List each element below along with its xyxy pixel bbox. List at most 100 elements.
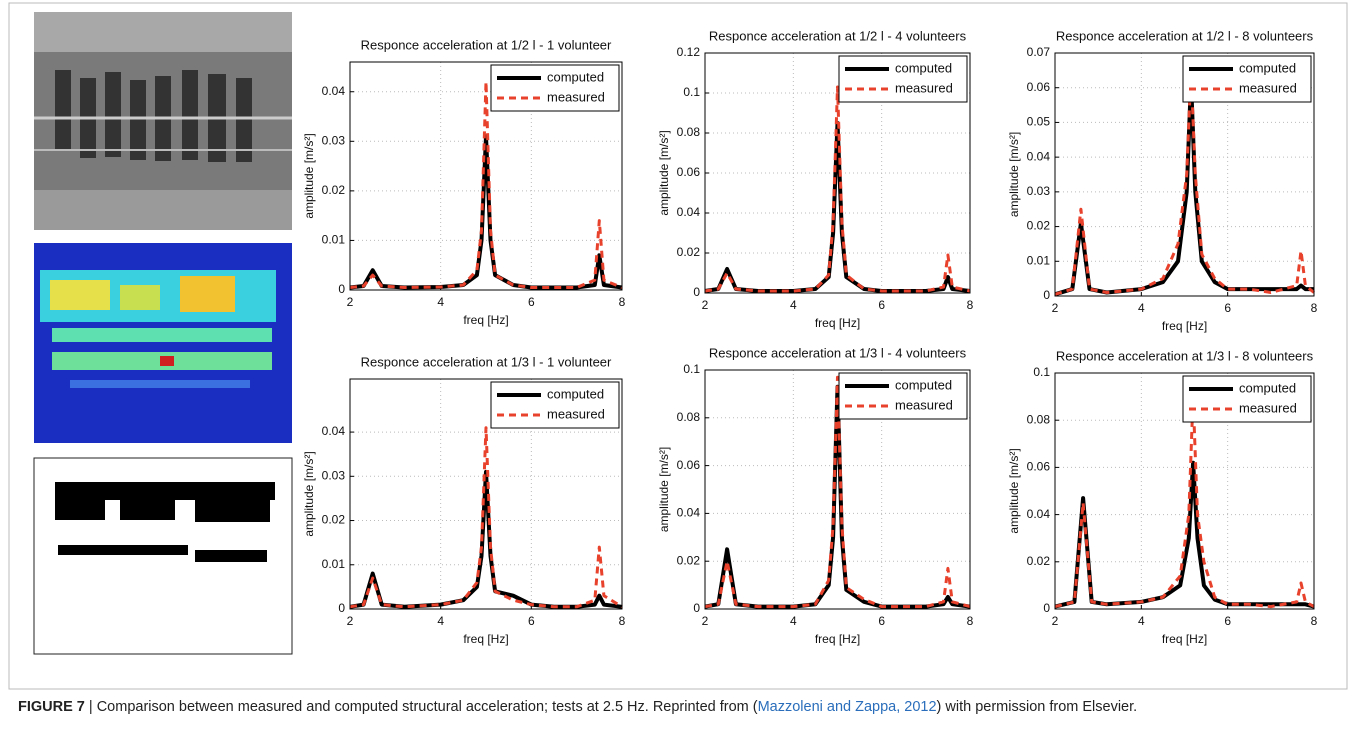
- figure: 0 0.01 0.02 0.03 0.04 2 4 6 8 Responce accelerati…: [8, 2, 1348, 690]
- legend-label: measured: [547, 406, 605, 421]
- chart-title: Responce acceleration at 1/2 l - 4 volun…: [709, 28, 967, 43]
- legend-box: [838, 55, 968, 103]
- chart-title: Responce acceleration at 1/3 l - 1 volun…: [361, 354, 612, 369]
- y-tick-label: 0.06: [677, 458, 701, 472]
- legend-label: measured: [547, 89, 605, 104]
- x-tick-label: 8: [1311, 614, 1318, 628]
- y-axis-label: amplitude [m/s²]: [1007, 132, 1021, 217]
- x-axis-label: freq [Hz]: [815, 632, 860, 646]
- y-tick-label: 0.06: [1027, 80, 1051, 94]
- binary-mask: [33, 457, 293, 655]
- x-axis-label: freq [Hz]: [1162, 319, 1207, 333]
- data-line: [704, 85, 971, 293]
- x-tick-label: 2: [347, 614, 354, 628]
- data-line: [1054, 68, 1315, 296]
- caption: FIGURE 7 | Comparison between measured a…: [18, 697, 1338, 718]
- y-tick-label: 0.02: [1027, 554, 1051, 568]
- chart-title: Responce acceleration at 1/2 l - 8 volun…: [1056, 28, 1314, 43]
- y-tick-label: 0.06: [677, 165, 701, 179]
- x-tick-label: 8: [619, 295, 626, 309]
- x-tick-label: 4: [437, 295, 444, 309]
- data-line: [349, 426, 623, 609]
- photo: [34, 12, 292, 230]
- x-tick-label: 6: [878, 614, 885, 628]
- legend-label: measured: [895, 397, 953, 412]
- axes-frame: [704, 369, 971, 610]
- y-tick-label: 0.02: [322, 183, 346, 197]
- y-tick-label: 0.07: [1027, 45, 1051, 59]
- y-tick-label: 0.08: [677, 125, 701, 139]
- x-tick-label: 6: [1224, 301, 1231, 315]
- caption-link[interactable]: Mazzoleni and Zappa, 2012: [757, 699, 937, 715]
- legend-label: computed: [1239, 60, 1296, 75]
- legend-label: measured: [1239, 400, 1297, 415]
- x-tick-label: 6: [528, 614, 535, 628]
- x-tick-label: 8: [619, 614, 626, 628]
- x-axis-label: freq [Hz]: [463, 632, 508, 646]
- y-axis-label: amplitude [m/s²]: [1007, 448, 1021, 533]
- data-line: [349, 134, 623, 290]
- y-tick-label: 0.1: [683, 85, 700, 99]
- y-tick-label: 0.06: [1027, 460, 1051, 474]
- y-tick-label: 0.01: [1027, 253, 1051, 267]
- y-tick-label: 0.04: [677, 205, 701, 219]
- chart-title: Responce acceleration at 1/3 l - 8 volun…: [1056, 348, 1314, 363]
- caption-text: ) with permission from Elsevier.: [936, 699, 1138, 715]
- y-tick-label: 0.12: [677, 45, 701, 59]
- legend-box: [1182, 55, 1312, 103]
- x-tick-label: 4: [790, 298, 797, 312]
- y-tick-label: 0.03: [322, 133, 346, 147]
- y-tick-label: 0.04: [322, 84, 346, 98]
- y-axis-label: amplitude [m/s²]: [657, 447, 671, 532]
- caption-label: FIGURE 7: [18, 699, 85, 715]
- x-tick-label: 2: [702, 298, 709, 312]
- y-tick-label: 0.01: [322, 557, 346, 571]
- y-axis-label: amplitude [m/s²]: [657, 130, 671, 215]
- caption-text: | Comparison between measured and comput…: [88, 699, 758, 715]
- y-tick-label: 0.03: [1027, 184, 1051, 198]
- legend-label: measured: [1239, 80, 1297, 95]
- x-tick-label: 8: [967, 298, 974, 312]
- legend-label: computed: [547, 69, 604, 84]
- y-tick-label: 0.02: [677, 553, 701, 567]
- x-tick-label: 2: [702, 614, 709, 628]
- data-line: [349, 80, 623, 289]
- figure-border: [8, 2, 1348, 690]
- y-tick-label: 0.04: [1027, 149, 1051, 163]
- chart-title: Responce acceleration at 1/2 l - 1 volun…: [361, 37, 612, 52]
- axes-frame: [1054, 52, 1315, 297]
- x-axis-label: freq [Hz]: [815, 316, 860, 330]
- legend-label: computed: [547, 386, 604, 401]
- y-tick-label: 0.02: [1027, 219, 1051, 233]
- y-tick-label: 0: [338, 601, 345, 615]
- legend-box: [1182, 375, 1312, 423]
- heatmap: [34, 243, 292, 443]
- x-tick-label: 4: [437, 614, 444, 628]
- data-line: [1054, 395, 1315, 609]
- x-tick-label: 4: [1138, 614, 1145, 628]
- axes-frame: [349, 378, 623, 610]
- legend-box: [490, 64, 620, 112]
- y-tick-label: 0: [693, 601, 700, 615]
- x-tick-label: 4: [1138, 301, 1145, 315]
- legend-label: computed: [895, 60, 952, 75]
- legend-box: [838, 372, 968, 420]
- y-tick-label: 0.04: [677, 506, 701, 520]
- x-tick-label: 8: [1311, 301, 1318, 315]
- y-tick-label: 0.02: [322, 513, 346, 527]
- axes-frame: [349, 61, 623, 291]
- x-axis-label: freq [Hz]: [1162, 632, 1207, 646]
- y-axis-label: amplitude [m/s²]: [302, 133, 316, 218]
- y-tick-label: 0: [338, 282, 345, 296]
- axes-frame: [704, 52, 971, 294]
- x-tick-label: 2: [1052, 301, 1059, 315]
- y-tick-label: 0.05: [1027, 115, 1051, 129]
- x-tick-label: 8: [967, 614, 974, 628]
- x-tick-label: 2: [347, 295, 354, 309]
- x-tick-label: 6: [878, 298, 885, 312]
- x-tick-label: 2: [1052, 614, 1059, 628]
- x-tick-label: 4: [790, 614, 797, 628]
- x-tick-label: 6: [1224, 614, 1231, 628]
- y-tick-label: 0.04: [322, 424, 346, 438]
